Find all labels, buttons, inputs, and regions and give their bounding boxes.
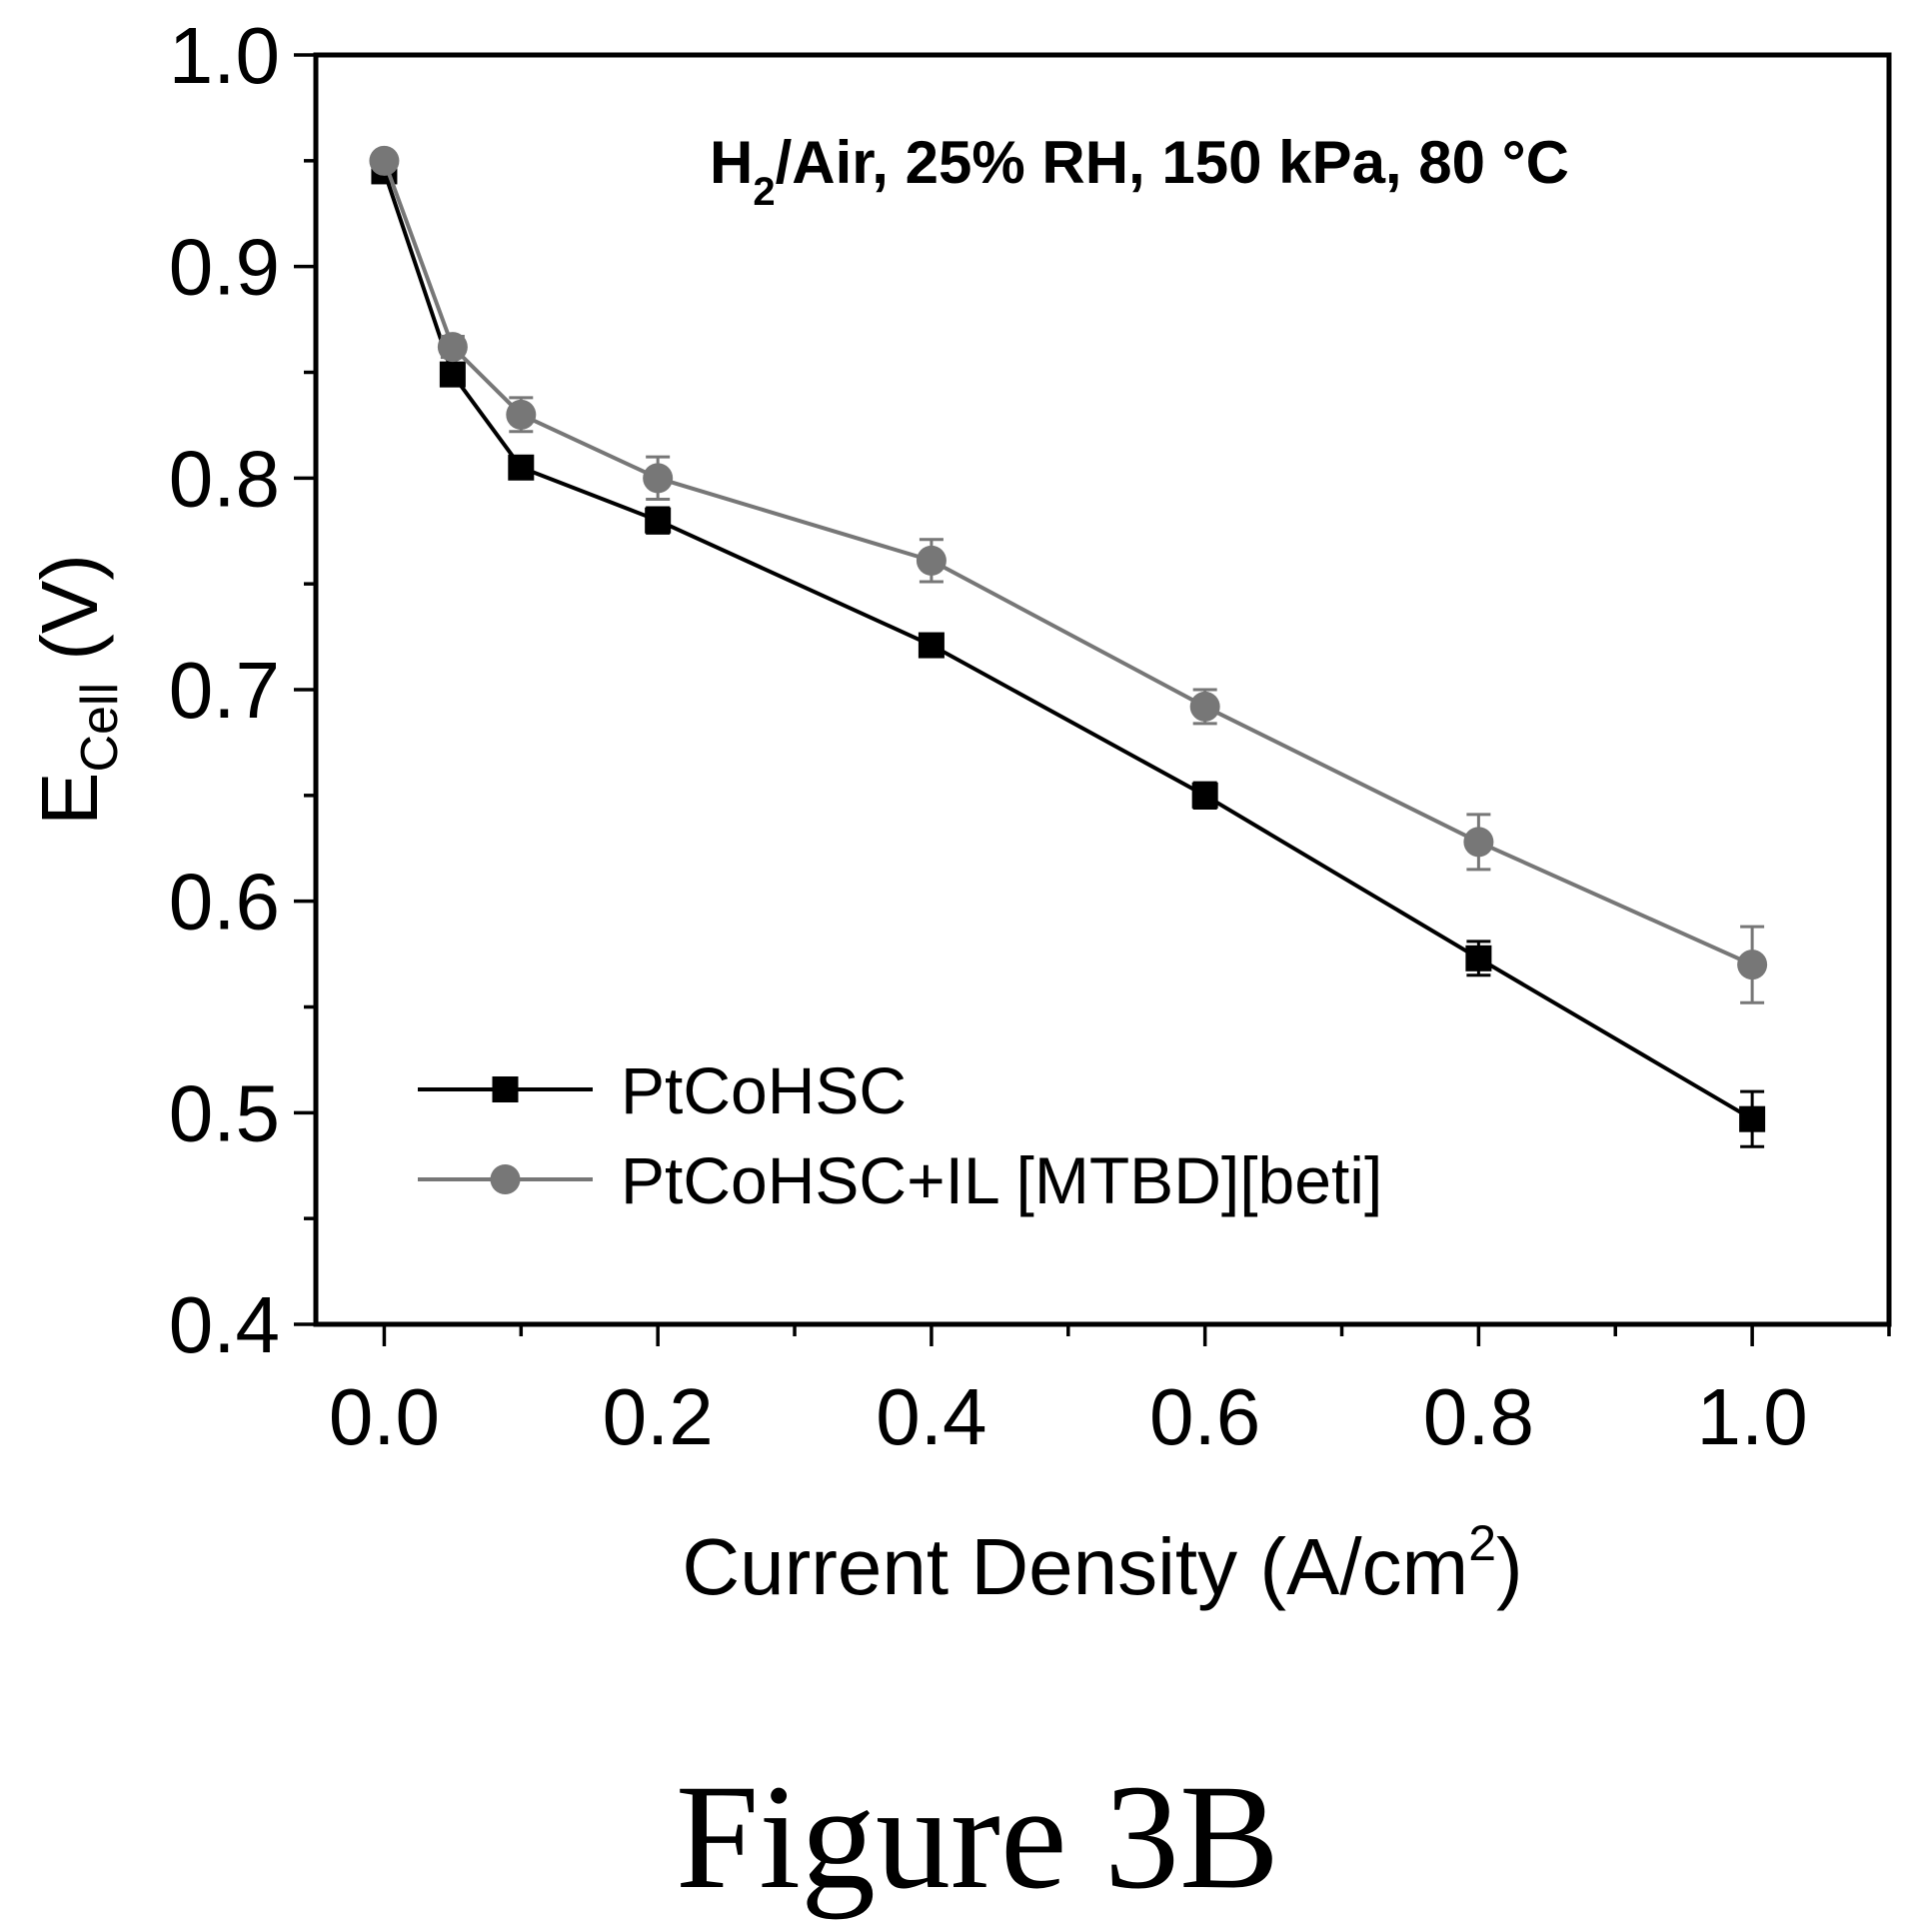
plot-frame	[313, 52, 1892, 1327]
x-tick-label: 0.6	[1149, 1372, 1260, 1461]
data-point	[1465, 945, 1492, 971]
legend-marker	[492, 1076, 519, 1102]
series-line	[382, 160, 1753, 966]
y-tick-label: 0.7	[169, 646, 280, 735]
annotation-rest: /Air, 25% RH, 150 kPa, 80 °C	[776, 129, 1569, 196]
y-tick-label: 0.8	[169, 434, 280, 523]
y-axis-title: ECell (V)	[25, 554, 129, 826]
x-tick-label: 0.8	[1423, 1372, 1534, 1461]
data-point	[1189, 691, 1220, 722]
data-point	[916, 545, 947, 576]
x-tick-label: 0.2	[603, 1372, 714, 1461]
data-point	[1739, 1105, 1766, 1132]
data-point	[437, 332, 468, 363]
data-point	[439, 361, 466, 388]
x-axis-title-end: )	[1496, 1522, 1523, 1611]
data-point	[1463, 827, 1494, 858]
figure-caption: Figure 3B	[676, 1754, 1279, 1920]
x-tick-label: 0.0	[329, 1372, 440, 1461]
x-tick-label: 1.0	[1697, 1372, 1808, 1461]
legend-label: PtCoHSC	[621, 1053, 907, 1127]
series-2	[369, 145, 1768, 1004]
data-point	[506, 399, 537, 430]
y-tick-label: 0.9	[169, 223, 280, 312]
data-point	[1191, 782, 1218, 809]
legend-item: PtCoHSC	[418, 1053, 907, 1127]
series-1	[371, 158, 1766, 1148]
x-axis-title: Current Density (A/cm2)	[682, 1515, 1522, 1611]
data-point	[1737, 950, 1768, 980]
series-layer	[369, 145, 1768, 1148]
y-axis-title-sub: Cell	[71, 683, 129, 773]
data-point	[508, 454, 535, 481]
y-tick-label: 0.4	[169, 1280, 280, 1369]
condition-annotation: H2/Air, 25% RH, 150 kPa, 80 °C	[710, 129, 1569, 214]
x-axis-title-sup: 2	[1468, 1515, 1496, 1571]
legend-label: PtCoHSC+IL [MTBD][beti]	[621, 1143, 1382, 1217]
y-axis-title-rest: (V)	[25, 554, 114, 683]
series-line	[382, 170, 1754, 1121]
data-point	[918, 632, 945, 659]
legend: PtCoHSC PtCoHSC+IL [MTBD][beti]	[418, 1053, 1382, 1217]
data-point	[643, 463, 674, 494]
x-axis-title-main: Current Density (A/cm	[682, 1522, 1468, 1611]
legend-marker	[490, 1164, 521, 1194]
x-tick-label: 0.4	[876, 1372, 986, 1461]
annotation-main: H	[710, 129, 753, 196]
y-tick-label: 0.5	[169, 1068, 280, 1157]
annotation-sub: 2	[753, 170, 775, 214]
y-tick-label: 1.0	[169, 11, 280, 100]
data-point	[369, 145, 400, 176]
x-axis: 0.0 0.2 0.4 0.6 0.8 1.0	[329, 1324, 1891, 1461]
y-tick-label: 0.6	[169, 858, 280, 947]
data-point	[645, 507, 672, 534]
y-axis: 0.4 0.5 0.6 0.7 0.8 0.9 1.0	[169, 11, 316, 1369]
legend-item: PtCoHSC+IL [MTBD][beti]	[418, 1143, 1382, 1217]
y-axis-title-main: E	[25, 773, 114, 826]
